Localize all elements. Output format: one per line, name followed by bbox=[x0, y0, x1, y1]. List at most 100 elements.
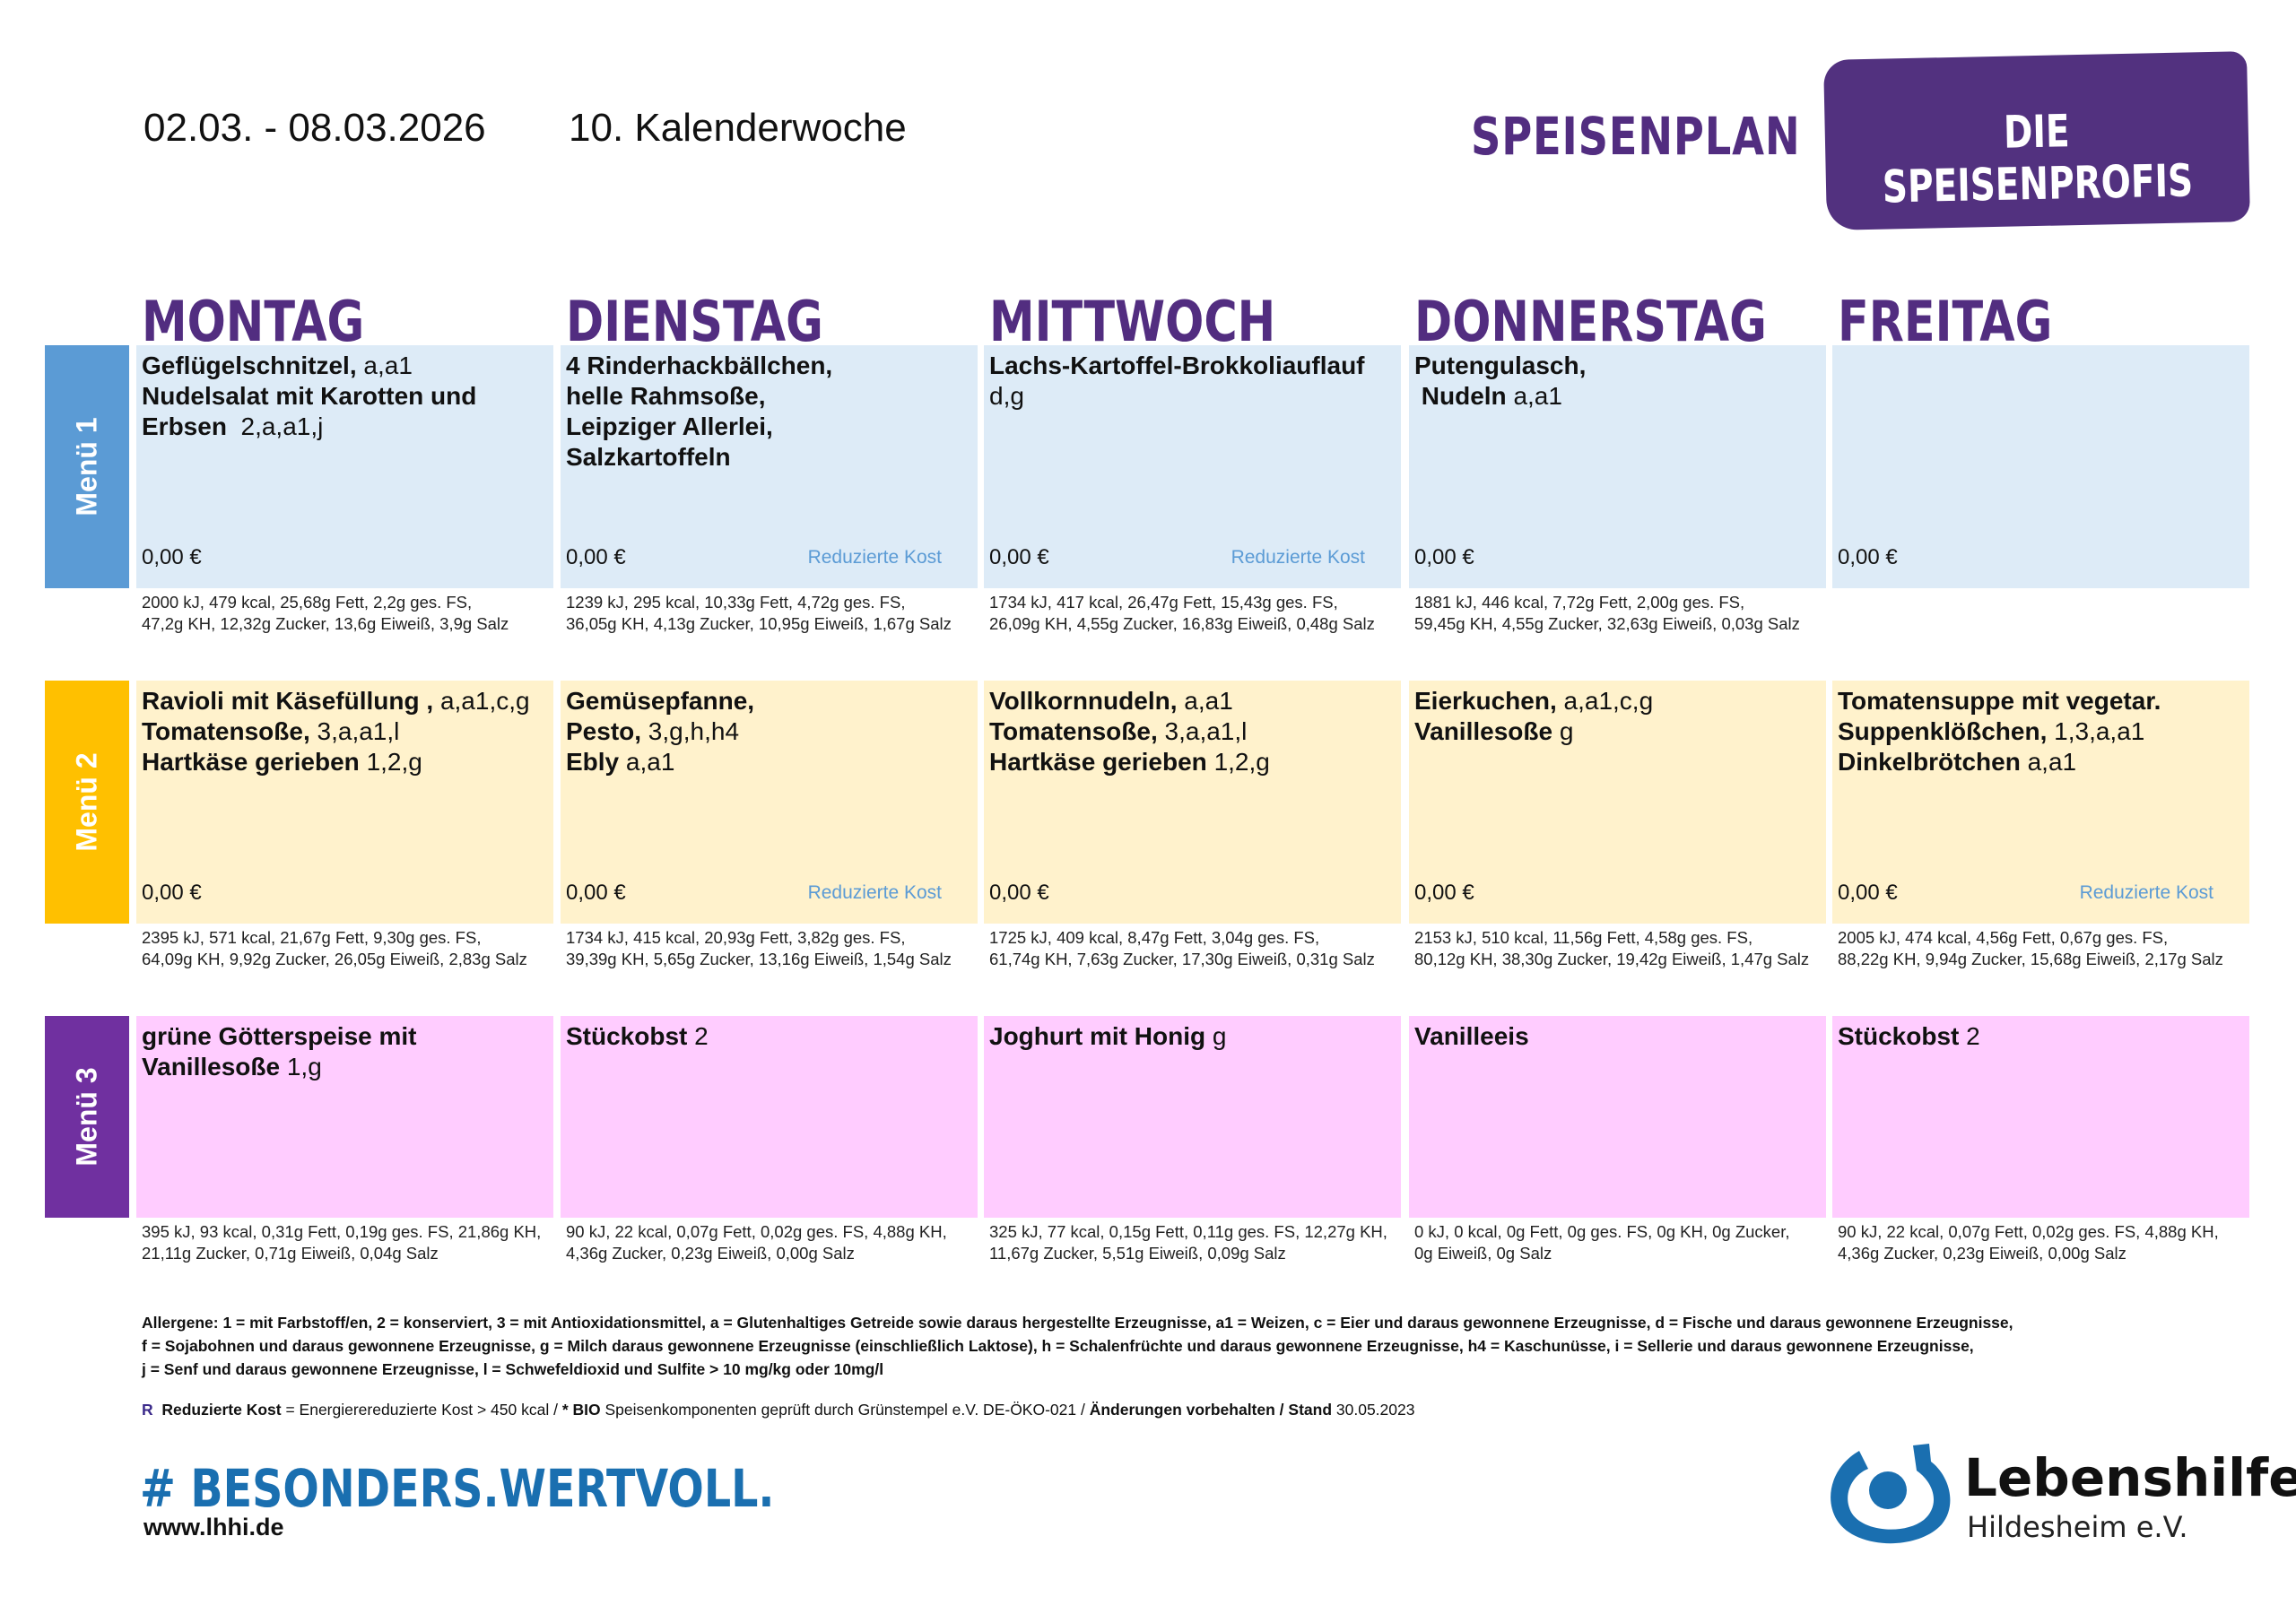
dish-name: Vollkornnudeln, bbox=[989, 687, 1178, 715]
website-link[interactable]: www.lhhi.de bbox=[144, 1514, 284, 1541]
dish-line: 4 Rinderhackbällchen, bbox=[566, 351, 972, 381]
allergen-codes: a,a1,c,g bbox=[1556, 687, 1654, 715]
speisenprofis-logo: DIE SPEISENPROFIS bbox=[1823, 51, 2250, 230]
page-title: SPEISENPLAN bbox=[1471, 106, 1801, 167]
day-header-montag: MONTAG bbox=[142, 289, 365, 354]
dish-name: Lachs-Kartoffel-Brokkoliauflauf bbox=[989, 352, 1365, 379]
dish-line: Hartkäse gerieben 1,2,g bbox=[989, 747, 1396, 777]
lebenshilfe-logo-icon bbox=[1823, 1435, 1958, 1551]
legend-note: R Reduzierte Kost = Energierereduzierte … bbox=[142, 1401, 1414, 1419]
dish-name: Ebly bbox=[566, 748, 620, 776]
nutrition-info: 1734 kJ, 417 kcal, 26,47g Fett, 15,43g g… bbox=[984, 592, 1401, 635]
dish-line: Vanillesoße 1,g bbox=[142, 1052, 548, 1082]
nutrition-line: 1239 kJ, 295 kcal, 10,33g Fett, 4,72g ge… bbox=[566, 593, 906, 612]
dish-name: Tomatensoße, bbox=[142, 717, 310, 745]
nutrition-line: 2005 kJ, 474 kcal, 4,56g Fett, 0,67g ges… bbox=[1838, 928, 2169, 947]
nutrition-line: 90 kJ, 22 kcal, 0,07g Fett, 0,02g ges. F… bbox=[1838, 1222, 2219, 1241]
allergen-codes: 2 bbox=[687, 1022, 709, 1050]
dish-name: Suppenklößchen, bbox=[1838, 717, 2048, 745]
allergen-line: f = Sojabohnen und daraus gewonnene Erze… bbox=[142, 1337, 1974, 1355]
dish-name: helle Rahmsoße, bbox=[566, 382, 766, 410]
dish-name: Eierkuchen, bbox=[1414, 687, 1557, 715]
allergen-codes: g bbox=[1552, 717, 1574, 745]
dish-line: Leipziger Allerlei, bbox=[566, 412, 972, 442]
dish-line: Salzkartoffeln bbox=[566, 442, 972, 473]
dish-line: Vollkornnudeln, a,a1 bbox=[989, 686, 1396, 716]
dish-line: Suppenklößchen, 1,3,a,a1 bbox=[1838, 716, 2244, 747]
menu-cell-mittwoch-1: Lachs-Kartoffel-Brokkoliauflauf d,g 0,00 €… bbox=[984, 345, 1401, 588]
nutrition-line: 59,45g KH, 4,55g Zucker, 32,63g Eiweiß, … bbox=[1414, 614, 1800, 633]
day-header-dienstag: DIENSTAG bbox=[566, 289, 823, 354]
stand-date: 30.05.2023 bbox=[1332, 1401, 1415, 1419]
dish-name: Vanillesoße bbox=[142, 1053, 281, 1081]
dish-line: Dinkelbrötchen a,a1 bbox=[1838, 747, 2244, 777]
allergen-codes: 2,a,a1,j bbox=[226, 412, 324, 440]
dish-line: Tomatensuppe mit vegetar. bbox=[1838, 686, 2244, 716]
menu-cell-freitag-3: Stückobst 2 bbox=[1832, 1016, 2249, 1218]
nutrition-line: 0g Eiweiß, 0g Salz bbox=[1414, 1244, 1552, 1263]
dish-name: Stückobst bbox=[566, 1022, 688, 1050]
menu-cell-dienstag-1: 4 Rinderhackbällchen, helle Rahmsoße, Leip… bbox=[561, 345, 978, 588]
menu-label-text: Menü 1 bbox=[70, 417, 103, 516]
dish-name: Tomatensoße, bbox=[989, 717, 1158, 745]
slogan: # BESONDERS.WERTVOLL. bbox=[140, 1458, 775, 1519]
nutrition-info: 2000 kJ, 479 kcal, 25,68g Fett, 2,2g ges… bbox=[136, 592, 553, 635]
nutrition-line: 90 kJ, 22 kcal, 0,07g Fett, 0,02g ges. F… bbox=[566, 1222, 947, 1241]
allergen-codes: a,a1,c,g bbox=[433, 687, 530, 715]
dish-line: Tomatensoße, 3,a,a1,l bbox=[142, 716, 548, 747]
day-header-donnerstag: DONNERSTAG bbox=[1414, 289, 1767, 354]
dish-line: Pesto, 3,g,h,h4 bbox=[566, 716, 972, 747]
nutrition-info: 325 kJ, 77 kcal, 0,15g Fett, 0,11g ges. … bbox=[984, 1221, 1401, 1264]
brand-name: DIE SPEISENPROFIS bbox=[1882, 105, 2194, 213]
menu-label-text: Menü 2 bbox=[70, 752, 103, 852]
dish-line: Gemüsepfanne, bbox=[566, 686, 972, 716]
nutrition-line: 80,12g KH, 38,30g Zucker, 19,42g Eiweiß,… bbox=[1414, 950, 1810, 968]
allergen-codes: 1,2,g bbox=[1206, 748, 1270, 776]
day-header-mittwoch: MITTWOCH bbox=[989, 289, 1276, 354]
menu-label-2: Menü 2 bbox=[45, 681, 129, 924]
menu-cell-montag-2: Ravioli mit Käsefüllung , a,a1,c,g Tomate… bbox=[136, 681, 553, 924]
allergen-codes: a,a1 bbox=[619, 748, 675, 776]
menu-cell-mittwoch-2: Vollkornnudeln, a,a1 Tomatensoße, 3,a,a1,… bbox=[984, 681, 1401, 924]
dish-line: Ebly a,a1 bbox=[566, 747, 972, 777]
nutrition-info: 1881 kJ, 446 kcal, 7,72g Fett, 2,00g ges… bbox=[1409, 592, 1826, 635]
allergen-codes: 1,2,g bbox=[359, 748, 422, 776]
dish-name: Joghurt mit Honig bbox=[989, 1022, 1206, 1050]
dish-line: Hartkäse gerieben 1,2,g bbox=[142, 747, 548, 777]
allergen-codes: 1,3,a,a1 bbox=[2047, 717, 2145, 745]
day-header-freitag: FREITAG bbox=[1838, 289, 2053, 354]
changes-label: Änderungen vorbehalten / Stand bbox=[1089, 1401, 1333, 1419]
price: 0,00 € bbox=[566, 881, 626, 905]
dish-line: Stückobst 2 bbox=[566, 1021, 972, 1052]
dish-line: Vanilleeis bbox=[1414, 1021, 1821, 1052]
price: 0,00 € bbox=[1838, 545, 1898, 569]
allergen-codes: 2 bbox=[1959, 1022, 1980, 1050]
nutrition-info: 1734 kJ, 415 kcal, 20,93g Fett, 3,82g ge… bbox=[561, 927, 978, 970]
dish-line: Lachs-Kartoffel-Brokkoliauflauf bbox=[989, 351, 1396, 381]
dish-name: Dinkelbrötchen bbox=[1838, 748, 2021, 776]
dish-name: Salzkartoffeln bbox=[566, 443, 731, 471]
allergen-codes: 1,g bbox=[280, 1053, 322, 1081]
dish-line: d,g bbox=[989, 381, 1396, 412]
allergen-codes: 3,a,a1,l bbox=[309, 717, 400, 745]
allergen-codes: d,g bbox=[989, 382, 1024, 410]
dish-name: Putengulasch, bbox=[1414, 352, 1587, 379]
dish-line: Nudeln a,a1 bbox=[1414, 381, 1821, 412]
menu-cell-montag-1: Geflügelschnitzel, a,a1 Nudelsalat mit Ka… bbox=[136, 345, 553, 588]
menu-cell-donnerstag-2: Eierkuchen, a,a1,c,g Vanillesoße g 0,00 € bbox=[1409, 681, 1826, 924]
menu-cell-freitag-1: 0,00 € bbox=[1832, 345, 2249, 588]
nutrition-line: 61,74g KH, 7,63g Zucker, 17,30g Eiweiß, … bbox=[989, 950, 1375, 968]
dish-name: Hartkäse gerieben bbox=[989, 748, 1207, 776]
allergen-codes: a,a1 bbox=[2020, 748, 2077, 776]
allergen-line: Allergene: 1 = mit Farbstoff/en, 2 = kon… bbox=[142, 1314, 2013, 1332]
menu-label-1: Menü 1 bbox=[45, 345, 129, 588]
allergen-codes: a,a1 bbox=[356, 352, 413, 379]
dish-line: Joghurt mit Honig g bbox=[989, 1021, 1396, 1052]
dish-name: Leipziger Allerlei, bbox=[566, 412, 773, 440]
menu-cell-dienstag-3: Stückobst 2 bbox=[561, 1016, 978, 1218]
dish-line: Stückobst 2 bbox=[1838, 1021, 2244, 1052]
reduced-diet-badge: Reduzierte Kost bbox=[1231, 547, 1365, 568]
allergen-line: j = Senf und daraus gewonnene Erzeugniss… bbox=[142, 1360, 884, 1378]
dish-line: Nudelsalat mit Karotten und bbox=[142, 381, 548, 412]
allergen-codes: 3,a,a1,l bbox=[1157, 717, 1248, 745]
